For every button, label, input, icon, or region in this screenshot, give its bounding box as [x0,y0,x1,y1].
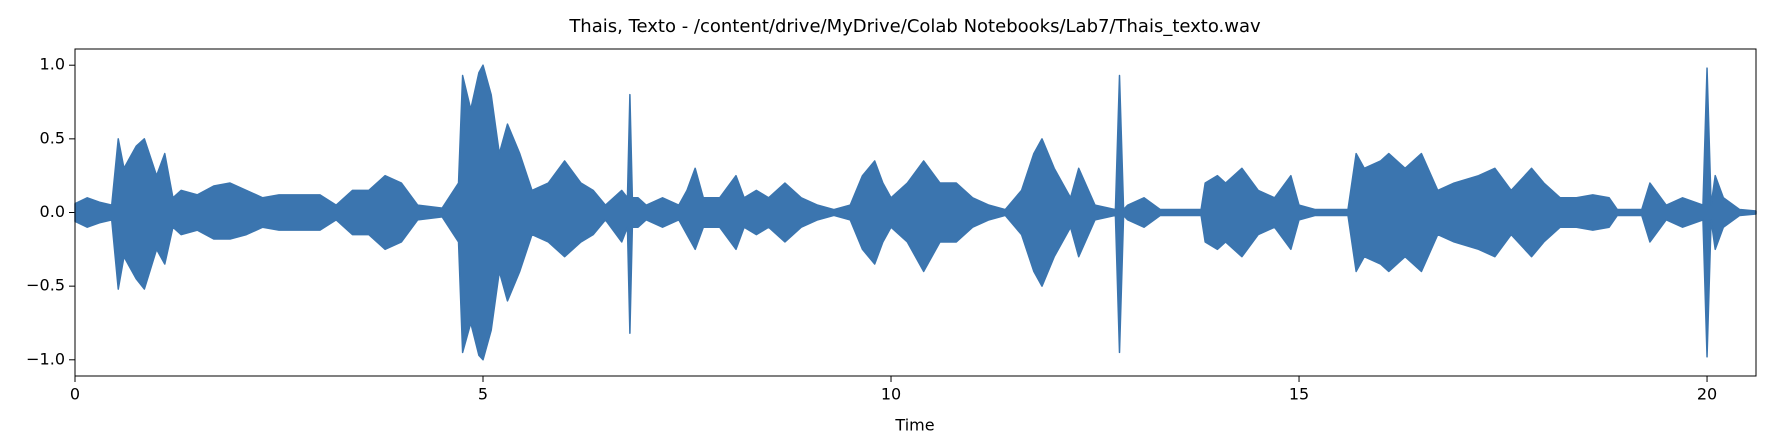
plot-frame [74,48,1757,377]
x-tick-label: 5 [478,385,488,404]
y-tick-label: −1.0 [26,349,65,368]
y-tick-label: 0.5 [40,128,65,147]
x-tick-label: 20 [1697,385,1717,404]
y-tick-label: 1.0 [40,55,65,74]
x-axis-label: Time [894,416,934,435]
y-tick-label: 0.0 [40,202,65,221]
x-tick-label: 15 [1289,385,1309,404]
x-tick-label: 0 [70,385,80,404]
chart-title: Thais, Texto - /content/drive/MyDrive/Co… [568,16,1261,37]
waveform-envelope [74,64,1757,361]
y-tick-label: −0.5 [26,276,65,295]
x-tick-label: 10 [881,385,901,404]
